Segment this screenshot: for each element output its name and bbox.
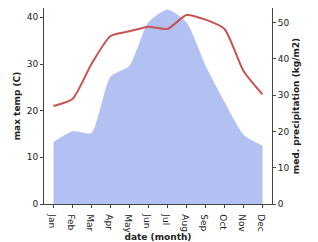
svg-text:0: 0 [278, 199, 284, 209]
svg-text:Mar: Mar [85, 214, 95, 231]
svg-text:med. precipitation (kg/m2): med. precipitation (kg/m2) [291, 38, 301, 174]
svg-text:30: 30 [278, 90, 290, 100]
svg-text:Sep: Sep [199, 214, 209, 231]
svg-text:May: May [123, 214, 133, 233]
svg-text:40: 40 [27, 12, 39, 22]
svg-text:Feb: Feb [66, 214, 76, 230]
svg-text:Dec: Dec [256, 214, 266, 231]
svg-text:0: 0 [32, 199, 38, 209]
svg-text:40: 40 [278, 54, 290, 64]
svg-text:Apr: Apr [104, 214, 114, 230]
svg-text:Jan: Jan [47, 213, 57, 228]
svg-text:Nov: Nov [237, 214, 247, 232]
svg-text:20: 20 [27, 106, 39, 116]
svg-text:Jul: Jul [161, 213, 171, 225]
svg-text:Oct: Oct [218, 214, 228, 230]
svg-text:Aug: Aug [180, 214, 190, 232]
svg-text:max temp (C): max temp (C) [12, 72, 22, 141]
svg-text:Jun: Jun [142, 213, 152, 228]
svg-text:10: 10 [27, 152, 39, 162]
svg-text:20: 20 [278, 127, 290, 137]
svg-text:date (month): date (month) [125, 232, 192, 242]
svg-text:50: 50 [278, 18, 290, 28]
svg-text:30: 30 [27, 59, 39, 69]
svg-text:10: 10 [278, 163, 290, 173]
